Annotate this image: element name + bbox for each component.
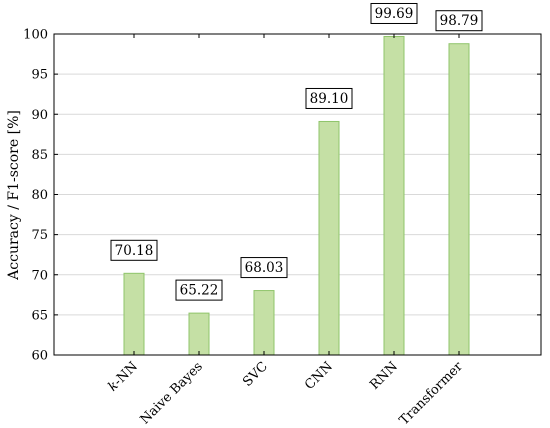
y-tick-label: 90 [31, 108, 48, 123]
data-label: 99.69 [375, 6, 414, 22]
y-tick-label: 95 [31, 68, 48, 83]
bar [123, 272, 145, 356]
x-tick-label: SVC [240, 359, 271, 390]
x-tick-label: Naive Bayes [138, 359, 206, 427]
data-label: 70.18 [115, 243, 154, 259]
y-axis-title: Accuracy / F1-score [%] [6, 110, 22, 281]
bars [123, 35, 470, 356]
data-label: 89.10 [310, 91, 349, 107]
y-tick-label: 65 [31, 308, 48, 323]
bar [318, 120, 340, 356]
data-label: 65.22 [180, 283, 219, 299]
y-tick-label: 75 [31, 228, 48, 243]
y-tick-label: 70 [31, 268, 48, 283]
bar [253, 290, 275, 356]
x-tick-label: CNN [302, 359, 336, 393]
bar [188, 312, 210, 356]
data-label: 98.79 [440, 13, 479, 29]
bar [383, 35, 405, 356]
data-label-box [370, 2, 418, 24]
x-tick-label: Transformer [397, 359, 467, 428]
data-label-box [240, 257, 288, 279]
x-tick-label: k-NN [105, 359, 140, 394]
data-labels: 70.18 65.22 68.03 89.10 99.69 98.79 [110, 2, 483, 301]
data-label-box [435, 10, 483, 32]
y-axis: 60 65 70 75 80 85 90 95 100 [23, 28, 541, 364]
data-label-box [175, 279, 223, 301]
data-label-box [305, 87, 353, 109]
bar [448, 43, 470, 356]
y-tick-label: 80 [31, 188, 48, 203]
data-label: 68.03 [245, 260, 284, 276]
y-tick-label: 100 [23, 28, 48, 43]
data-label-box [110, 239, 158, 261]
x-tick-label: RNN [367, 359, 401, 393]
y-tick-label: 60 [31, 349, 48, 364]
y-tick-label: 85 [31, 148, 48, 163]
